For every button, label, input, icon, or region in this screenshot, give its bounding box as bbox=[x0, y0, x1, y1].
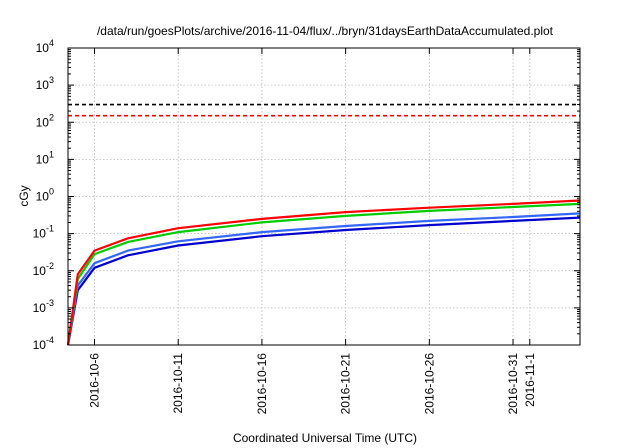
y-tick-base: 10 bbox=[36, 41, 50, 55]
x-tick-label: 2016-10-31 bbox=[506, 353, 520, 415]
series-line bbox=[66, 216, 581, 346]
y-tick-exponent: 2 bbox=[49, 112, 54, 122]
x-tick-label: 2016-10-26 bbox=[422, 353, 436, 415]
reference-lines bbox=[68, 103, 580, 117]
y-tick-label: 10-3 bbox=[33, 298, 54, 315]
series-line bbox=[66, 199, 581, 346]
y-tick-base: 10 bbox=[33, 227, 47, 241]
series-line bbox=[66, 212, 581, 346]
grid bbox=[68, 47, 580, 346]
y-tick-exponent: 3 bbox=[49, 75, 54, 85]
y-tick-exponent: -1 bbox=[46, 224, 54, 234]
y-tick-base: 10 bbox=[36, 190, 50, 204]
y-tick-base: 10 bbox=[33, 338, 47, 352]
y-tick-label: 10-4 bbox=[33, 335, 54, 352]
y-tick-label: 10-1 bbox=[33, 224, 54, 241]
y-tick-base: 10 bbox=[36, 152, 50, 166]
y-tick-exponent: 0 bbox=[49, 187, 54, 197]
x-axis-ticks: 2016-10-6 2016-10-11 2016-10-16 2016-10-21 2… bbox=[88, 48, 537, 414]
y-tick-label: 104 bbox=[36, 38, 54, 55]
chart-title: /data/run/goesPlots/archive/2016-11-04/f… bbox=[97, 24, 554, 38]
y-tick-exponent: 4 bbox=[49, 38, 54, 48]
y-tick-exponent: -3 bbox=[46, 298, 54, 308]
y-tick-label: 10-2 bbox=[33, 261, 54, 278]
y-tick-label: 100 bbox=[36, 187, 54, 204]
y-tick-label: 101 bbox=[36, 149, 54, 166]
x-axis-label: Coordinated Universal Time (UTC) bbox=[233, 431, 417, 445]
x-tick-label: 2016-11-1 bbox=[523, 353, 537, 407]
y-tick-exponent: -4 bbox=[46, 335, 54, 345]
y-tick-base: 10 bbox=[33, 264, 47, 278]
y-tick-label: 102 bbox=[36, 112, 54, 129]
y-tick-base: 10 bbox=[36, 78, 50, 92]
y-tick-label: 103 bbox=[36, 75, 54, 92]
x-tick-label: 2016-10-6 bbox=[88, 353, 102, 408]
series-lines bbox=[66, 199, 581, 346]
x-tick-label: 2016-10-11 bbox=[171, 353, 185, 414]
y-tick-exponent: 1 bbox=[49, 149, 54, 159]
x-tick-label: 2016-10-21 bbox=[339, 353, 353, 415]
y-tick-base: 10 bbox=[36, 115, 50, 129]
y-tick-exponent: -2 bbox=[46, 261, 54, 271]
y-tick-base: 10 bbox=[33, 301, 47, 315]
series-line bbox=[66, 202, 581, 346]
x-tick-label: 2016-10-16 bbox=[255, 353, 269, 415]
y-axis-label: cGy bbox=[17, 185, 31, 206]
